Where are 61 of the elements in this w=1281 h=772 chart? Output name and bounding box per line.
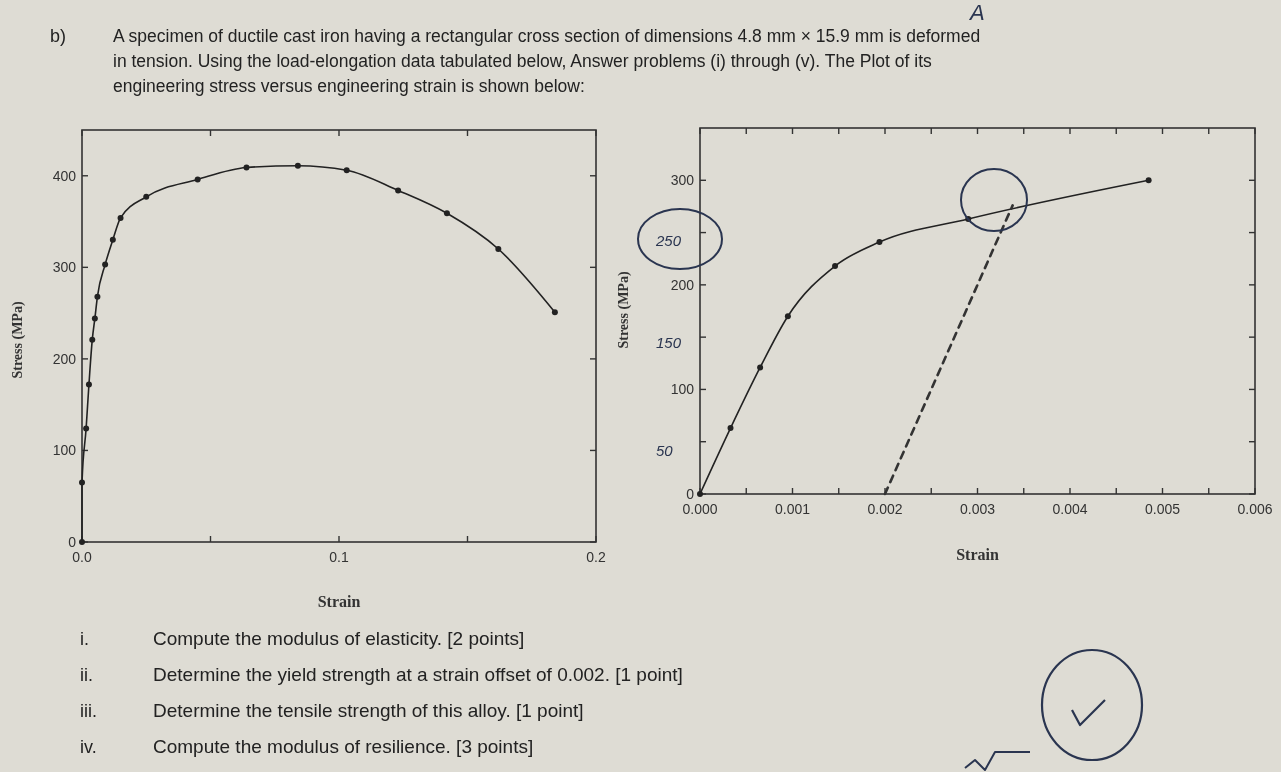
point — [143, 193, 150, 200]
point — [727, 425, 734, 432]
x-tick-label: 0.000 — [682, 501, 718, 517]
text: iii. Determine the tensile strength of this alloy. [1 point] — [80, 700, 584, 721]
text: engineering stress versus engineering strain is shown below: — [113, 76, 585, 96]
text: A — [968, 0, 985, 25]
point — [343, 167, 350, 174]
y-axis-title: Stress (MPa) — [616, 271, 632, 349]
point — [94, 293, 101, 300]
point — [79, 479, 85, 486]
text: i. Compute the modulus of elasticity. [2 points] — [80, 628, 525, 649]
point — [876, 238, 883, 245]
point — [102, 261, 109, 268]
text: iv. Compute the modulus of resilience. [3 points] — [80, 736, 534, 757]
point — [443, 210, 450, 217]
x-tick-label: 0.005 — [1144, 501, 1181, 517]
point — [294, 162, 301, 169]
point — [89, 336, 96, 343]
point — [1145, 177, 1152, 184]
x-axis-title: Strain — [317, 593, 361, 610]
point — [395, 187, 402, 194]
y-tick-label: 0 — [686, 486, 695, 502]
y-tick-label: 400 — [52, 167, 77, 184]
x-tick-label: 0.0 — [72, 549, 92, 565]
text: 250 — [655, 232, 682, 249]
point — [551, 309, 558, 316]
y-tick-label: 200 — [670, 276, 695, 293]
x-axis-title: Strain — [956, 546, 999, 563]
text: 50 — [656, 442, 674, 459]
point — [117, 214, 124, 221]
x-tick-label: 0.001 — [774, 501, 811, 517]
y-tick-label: 300 — [670, 172, 695, 189]
y-tick-label: 100 — [670, 381, 695, 398]
text: A specimen of ductile cast iron having a rectangular cross section of dimensions 4.8 mm × 15.9 mm is deformed — [113, 26, 981, 46]
text: in tension. Using the load-elongation data tabulated below, Answer problems (i) through (v). The Plot of its — [113, 51, 933, 71]
text: 150 — [656, 334, 682, 351]
y-axis-title: Stress (MPa) — [10, 301, 26, 379]
point — [243, 164, 250, 171]
y-tick-label: 0 — [68, 534, 77, 550]
x-tick-label: 0.2 — [586, 549, 606, 565]
y-tick-label: 300 — [52, 259, 77, 276]
point — [697, 491, 703, 497]
y-tick-label: 200 — [52, 350, 77, 367]
point — [757, 364, 764, 371]
x-tick-label: 0.004 — [1052, 501, 1088, 517]
text: ii. Determine the yield strength at a strain offset of 0.002. [1 point] — [80, 664, 683, 685]
x-tick-label: 0.003 — [959, 501, 996, 517]
point — [194, 176, 201, 183]
point — [79, 539, 85, 545]
point — [85, 381, 92, 388]
point — [109, 236, 116, 243]
x-tick-label: 0.006 — [1237, 501, 1273, 517]
text: b) — [50, 26, 67, 46]
point — [832, 263, 839, 270]
point — [784, 313, 791, 320]
point — [91, 315, 98, 322]
y-tick-label: 100 — [52, 442, 77, 459]
x-tick-label: 0.1 — [329, 549, 349, 565]
x-tick-label: 0.002 — [867, 501, 903, 517]
point — [83, 425, 90, 432]
point — [495, 246, 502, 253]
